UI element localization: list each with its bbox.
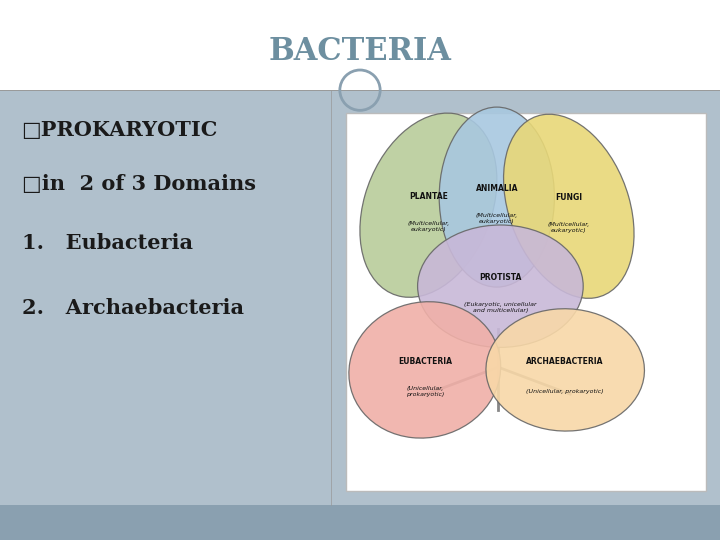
Text: EUBACTERIA: EUBACTERIA <box>397 357 452 366</box>
Text: 1.   Eubacteria: 1. Eubacteria <box>22 233 193 253</box>
Text: □in  2 of 3 Domains: □in 2 of 3 Domains <box>22 173 256 194</box>
Ellipse shape <box>349 302 500 438</box>
Text: PROTISTA: PROTISTA <box>480 273 521 282</box>
Text: (Multicellular,
eukaryotic): (Multicellular, eukaryotic) <box>476 213 518 224</box>
Text: FUNGI: FUNGI <box>555 193 582 202</box>
Text: ANIMALIA: ANIMALIA <box>475 184 518 193</box>
Text: (Eukaryotic, unicellular
and multicellular): (Eukaryotic, unicellular and multicellul… <box>464 302 536 313</box>
Ellipse shape <box>486 309 644 431</box>
FancyBboxPatch shape <box>0 0 720 90</box>
Text: ARCHAEBACTERIA: ARCHAEBACTERIA <box>526 357 604 366</box>
Text: □PROKARYOTIC: □PROKARYOTIC <box>22 119 218 140</box>
FancyBboxPatch shape <box>346 113 706 491</box>
Text: (Multicellular,
eukaryotic): (Multicellular, eukaryotic) <box>548 222 590 233</box>
Text: (Multicellular,
eukaryotic): (Multicellular, eukaryotic) <box>408 221 449 232</box>
Ellipse shape <box>439 107 554 287</box>
FancyBboxPatch shape <box>0 505 720 540</box>
Ellipse shape <box>360 113 497 298</box>
Text: (Unicellular,
prokaryotic): (Unicellular, prokaryotic) <box>405 386 444 397</box>
FancyBboxPatch shape <box>0 90 720 505</box>
Text: BACTERIA: BACTERIA <box>269 36 451 67</box>
Text: PLANTAE: PLANTAE <box>409 192 448 201</box>
Ellipse shape <box>503 114 634 298</box>
Ellipse shape <box>418 225 583 347</box>
Text: (Unicellular, prokaryotic): (Unicellular, prokaryotic) <box>526 389 604 394</box>
Text: 2.   Archaebacteria: 2. Archaebacteria <box>22 298 243 318</box>
